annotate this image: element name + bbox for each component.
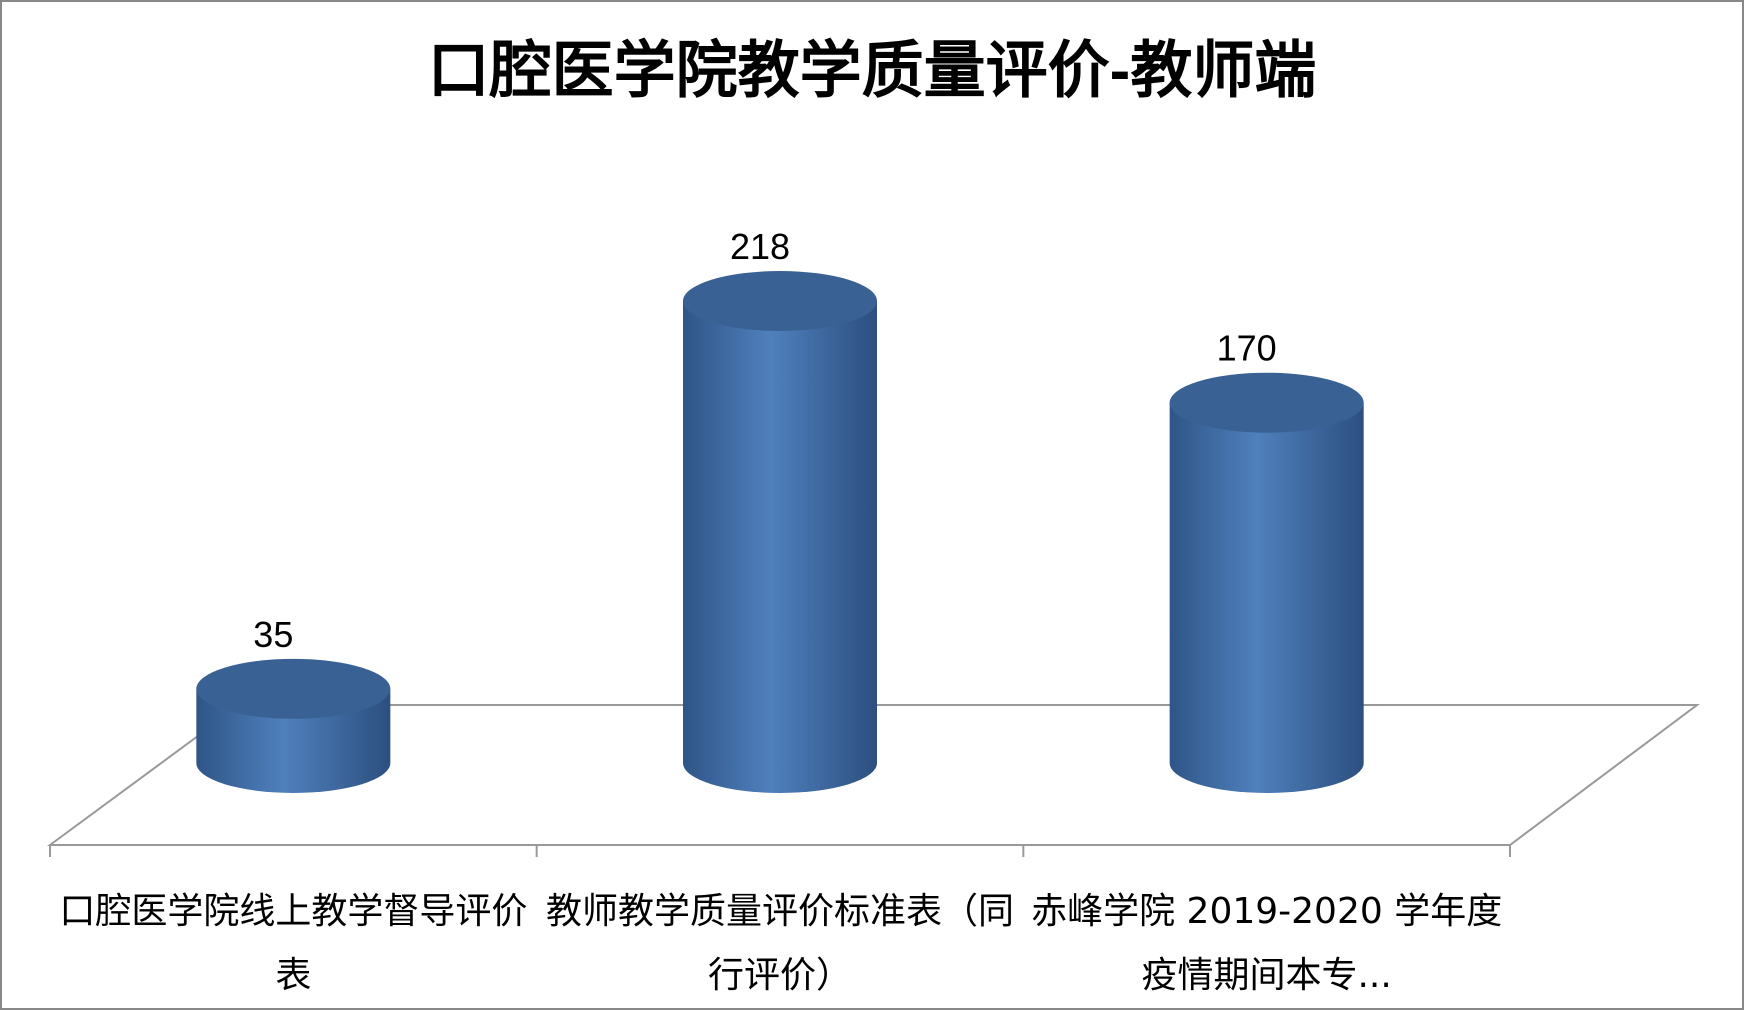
x-tick-label: 赤峰学院 2019-2020 学年度疫情期间本专... <box>1031 891 1503 996</box>
value-label: 35 <box>253 614 293 655</box>
x-tick-label: 教师教学质量评价标准表（同行评价） <box>545 891 1014 996</box>
chart-title: 口腔医学院教学质量评价-教师端 <box>428 36 1317 105</box>
cylinder-top <box>196 658 391 719</box>
value-label: 170 <box>1217 328 1277 369</box>
x-tick-label: 口腔医学院线上教学督导评价表 <box>59 891 528 996</box>
cylinder-body <box>1169 402 1364 793</box>
cylinder-top <box>1169 372 1364 433</box>
cylinder <box>683 271 877 793</box>
cylinder-body <box>683 301 877 793</box>
cylinder-body <box>196 688 391 793</box>
cylinder-top <box>683 271 877 331</box>
cylinder <box>196 658 391 793</box>
value-label: 218 <box>730 226 790 267</box>
cylinder <box>1169 372 1364 793</box>
